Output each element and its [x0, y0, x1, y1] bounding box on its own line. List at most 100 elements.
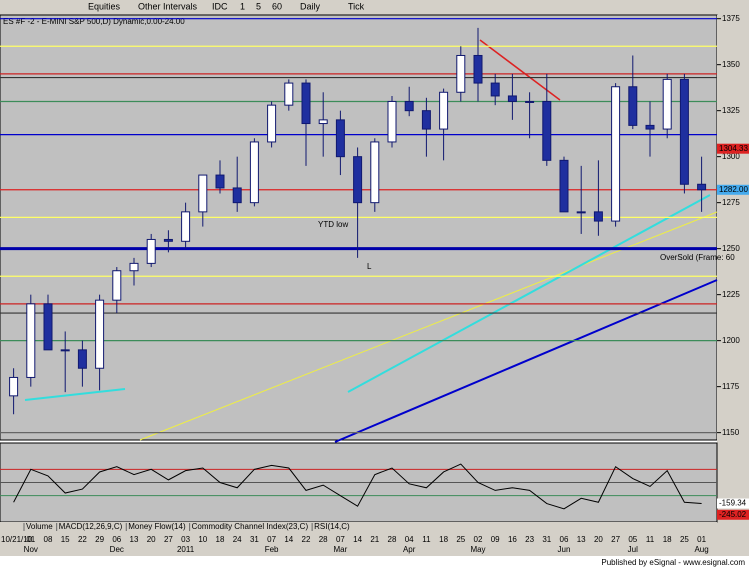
x-tick-label: 01	[697, 535, 706, 544]
y-tick-label: 1200	[722, 336, 740, 345]
toolbar	[0, 0, 749, 15]
indicator-tab[interactable]: Commodity Channel Index(23,C)	[192, 522, 309, 531]
candle-body	[26, 303, 36, 378]
indicator-flag	[717, 509, 749, 520]
candle-body	[404, 100, 414, 112]
toolbar-button[interactable]: IDC	[212, 1, 228, 11]
x-tick-label: 27	[164, 535, 173, 544]
x-tick-label: 24	[233, 535, 242, 544]
x-tick-label: 25	[680, 535, 689, 544]
indicator-flag-label: -245.02	[719, 510, 747, 519]
candle-body	[576, 211, 586, 214]
candle-body	[353, 156, 363, 204]
toolbar-button[interactable]: 5	[256, 1, 261, 11]
y-tick-label: 1150	[722, 428, 740, 437]
candle-body	[284, 82, 294, 106]
x-tick-label: 08	[44, 535, 53, 544]
x-tick-label: 22	[302, 535, 311, 544]
month-label: Mar	[334, 545, 348, 554]
x-tick-label: 09	[491, 535, 500, 544]
y-tick-label: 1175	[722, 382, 740, 391]
x-tick-label: 18	[439, 535, 448, 544]
candle-body	[507, 95, 517, 102]
month-label: May	[470, 545, 485, 554]
x-tick-label: 06	[560, 535, 569, 544]
x-tick-label: 27	[611, 535, 620, 544]
candle-body	[43, 303, 53, 351]
candle-body	[129, 262, 139, 272]
x-tick-label: 07	[267, 535, 276, 544]
y-tick-label: 1250	[722, 244, 740, 253]
annotation: OverSold (Frame: 60	[660, 253, 735, 262]
candle-body	[335, 119, 345, 158]
price-pane	[0, 14, 718, 441]
date-axis	[0, 522, 717, 556]
x-tick-label: 01	[26, 535, 35, 544]
y-tick-label: 1300	[722, 152, 740, 161]
price-flag	[717, 184, 749, 195]
x-tick-label: 28	[388, 535, 397, 544]
price-flag-label: 1282.00	[719, 185, 748, 194]
x-tick-label: 13	[577, 535, 586, 544]
candle-body	[628, 86, 638, 126]
month-label: Aug	[694, 545, 708, 554]
toolbar-button[interactable]: Tick	[348, 1, 365, 11]
indicator-tab[interactable]: MACD(12,26,9,C)	[59, 522, 123, 531]
y-tick-label: 1375	[722, 14, 740, 23]
candle-body	[267, 104, 277, 143]
toolbar-button[interactable]: 1	[240, 1, 245, 11]
candle-body	[198, 174, 208, 213]
candle-body	[60, 349, 70, 352]
x-tick-label: 11	[646, 535, 655, 544]
candle-body	[181, 211, 191, 242]
x-tick-label: 16	[508, 535, 517, 544]
trendline	[334, 279, 718, 443]
x-tick-label: 04	[405, 535, 414, 544]
candle-body	[525, 100, 535, 103]
price-flag	[717, 143, 749, 154]
candle-body	[9, 376, 19, 397]
toolbar-button[interactable]: Other Intervals	[138, 1, 198, 11]
month-label: Jun	[558, 545, 571, 554]
x-tick-label: 31	[250, 535, 259, 544]
toolbar-button[interactable]: Daily	[300, 1, 321, 11]
candle-body	[611, 86, 621, 222]
candle-body	[387, 100, 397, 143]
price-axis	[717, 15, 749, 556]
trendline	[347, 194, 711, 393]
indicator-tab[interactable]: Volume	[26, 522, 53, 531]
candle-body	[77, 349, 87, 369]
y-tick-label: 1350	[722, 60, 740, 69]
x-tick-label: 05	[628, 535, 637, 544]
candle-body	[679, 78, 689, 185]
candle-body	[456, 54, 466, 93]
candle-body	[95, 299, 105, 369]
x-tick-label: 20	[147, 535, 156, 544]
indicator-flag-label: -159.34	[719, 499, 747, 508]
x-tick-label: 29	[95, 535, 104, 544]
month-label: Feb	[265, 545, 279, 554]
x-tick-label: 18	[663, 535, 672, 544]
indicator-line	[13, 463, 702, 510]
indicator-tab[interactable]: RSI(14,C)	[314, 522, 350, 531]
candle-body	[112, 270, 122, 301]
candle-body	[215, 174, 225, 189]
indicator-tab[interactable]: Money Flow(14)	[128, 522, 186, 531]
candle-body	[318, 119, 328, 125]
y-tick-label: 1325	[722, 106, 740, 115]
x-tick-label: 11	[422, 535, 431, 544]
candle-body	[662, 78, 672, 130]
footer-bar	[0, 556, 749, 570]
candle-body	[559, 159, 569, 213]
month-label: 2011	[177, 545, 195, 554]
annotation: YTD low	[318, 220, 348, 229]
toolbar-button[interactable]: 60	[272, 1, 282, 11]
candle-body	[249, 141, 259, 204]
month-label: Nov	[24, 545, 38, 554]
candle-body	[421, 110, 431, 130]
candle-body	[697, 183, 707, 191]
x-tick-label: 06	[112, 535, 121, 544]
x-tick-label: 28	[319, 535, 328, 544]
chart-title: ES #F -2 - E-MINI S&P 500,D) Dynamic,0.0…	[3, 17, 185, 26]
toolbar-button[interactable]: Equities	[88, 1, 121, 11]
